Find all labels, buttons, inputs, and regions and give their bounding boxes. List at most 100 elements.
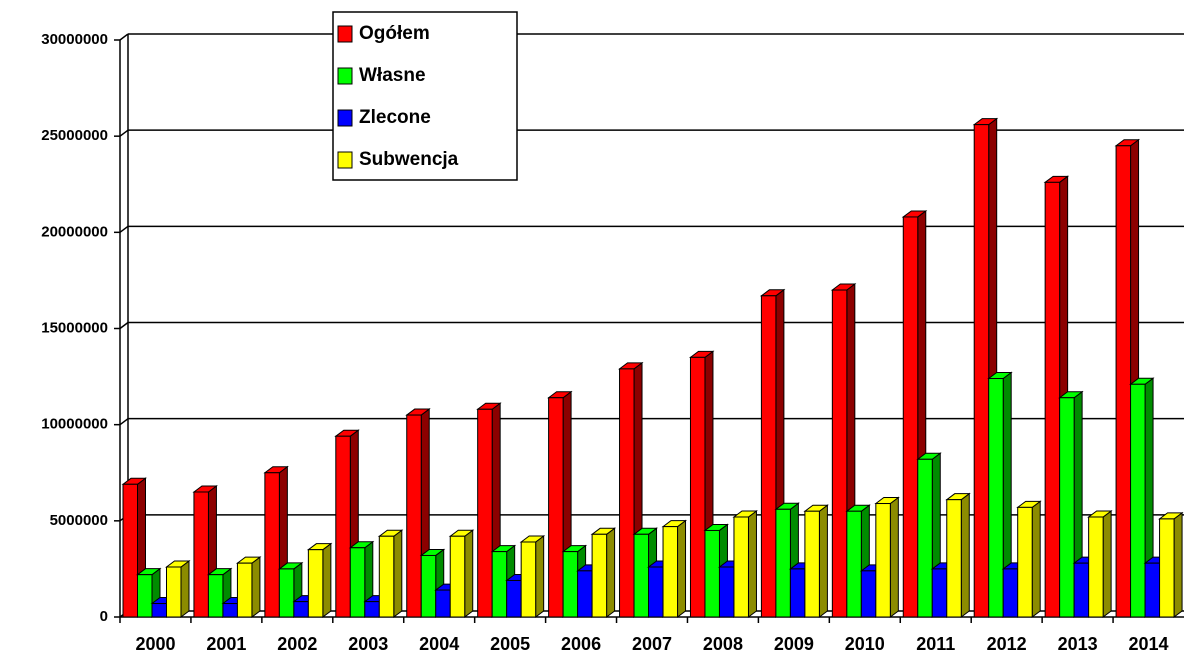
bar-front: [406, 414, 422, 618]
bar-front: [491, 551, 508, 618]
bar-front: [846, 510, 862, 618]
x-tick-label: 2010: [845, 634, 885, 654]
bar-front: [648, 566, 664, 618]
bar-front: [1130, 383, 1146, 618]
bar: [1087, 509, 1113, 618]
bar-front: [1115, 145, 1132, 618]
y-tick-label: 0: [100, 608, 108, 625]
legend-label: Zlecone: [359, 107, 431, 128]
legend-label: Własne: [359, 65, 426, 86]
bar-side: [606, 527, 616, 618]
x-tick-label: 2007: [632, 634, 672, 654]
bar-front: [166, 566, 182, 618]
x-tick-label: 2003: [348, 634, 388, 654]
bar: [874, 496, 900, 618]
bar-front: [804, 510, 820, 618]
bar-front: [222, 603, 238, 618]
bar-front: [378, 535, 395, 618]
x-tick-label: 2004: [419, 634, 459, 654]
y-tick-label: 25000000: [41, 127, 108, 144]
bar-front: [633, 533, 650, 618]
grid-line: [119, 321, 129, 330]
bar-front: [1073, 562, 1090, 618]
bar-front: [577, 570, 593, 618]
bar-front: [1088, 516, 1104, 618]
bar: [165, 559, 191, 618]
bar: [348, 540, 375, 618]
bar: [1129, 377, 1155, 618]
bar: [377, 529, 404, 618]
bar-front: [860, 570, 877, 618]
bar: [306, 542, 333, 618]
bar: [803, 504, 829, 618]
bar: [732, 509, 758, 618]
bar-front: [506, 579, 522, 618]
bar-side: [180, 559, 190, 618]
bar: [774, 502, 800, 618]
x-tick-label: 2014: [1129, 634, 1169, 654]
bar-front: [775, 508, 791, 618]
legend-swatch: [337, 109, 353, 127]
bar-front: [760, 295, 777, 618]
bar: [1058, 390, 1084, 618]
bar: [519, 534, 546, 618]
bar-front: [662, 526, 679, 618]
bar-front: [151, 603, 167, 618]
bar-front: [137, 574, 153, 618]
bar-side: [1031, 500, 1041, 618]
bar-front: [236, 562, 253, 618]
bar-front: [520, 541, 537, 618]
bar-front: [789, 568, 806, 618]
bar: [987, 371, 1013, 618]
legend-swatch: [337, 67, 353, 85]
grid-line: [119, 129, 129, 137]
bar-side: [889, 496, 899, 618]
bar-front: [264, 472, 280, 618]
bar-front: [293, 601, 309, 618]
bar-side: [322, 542, 332, 618]
y-tick-label: 10000000: [41, 416, 108, 433]
bar-front: [875, 503, 891, 618]
bar-front: [689, 356, 706, 618]
bar-front: [1002, 568, 1019, 618]
bar-front: [548, 397, 564, 618]
bar-side: [393, 529, 403, 618]
bar: [945, 492, 971, 618]
bar: [590, 527, 617, 618]
bar-front: [122, 483, 138, 618]
bar-front: [278, 568, 295, 618]
bar-front: [193, 491, 209, 618]
bar-side: [535, 534, 545, 618]
bar-front: [449, 535, 466, 618]
bar-front: [704, 529, 720, 618]
bar-front: [1059, 397, 1075, 618]
legend-box: [332, 11, 518, 181]
bar: [206, 567, 233, 618]
bar-front: [349, 547, 366, 618]
y-tick-label: 20000000: [41, 223, 108, 240]
bar-front: [1044, 181, 1061, 618]
grid-line: [119, 225, 129, 233]
x-tick-label: 2012: [987, 634, 1027, 654]
bar-side: [1173, 511, 1183, 618]
bar-front: [562, 551, 579, 618]
bar-front: [973, 124, 990, 618]
legend-swatch: [337, 25, 353, 43]
bar-front: [931, 568, 948, 618]
bar-front: [307, 549, 324, 618]
bar: [235, 556, 262, 619]
y-tick-label: 30000000: [41, 31, 108, 48]
bar-side: [747, 509, 757, 618]
grid-line: [119, 418, 129, 426]
bar-front: [902, 216, 919, 618]
bar-front: [733, 516, 749, 618]
bar-front: [1159, 518, 1175, 618]
bar-side: [960, 492, 970, 618]
bar-front: [946, 499, 962, 618]
bar-front: [718, 566, 735, 618]
bar: [1016, 500, 1042, 618]
bar-side: [464, 529, 474, 618]
bar-front: [591, 533, 608, 618]
x-tick-label: 2002: [277, 634, 317, 654]
